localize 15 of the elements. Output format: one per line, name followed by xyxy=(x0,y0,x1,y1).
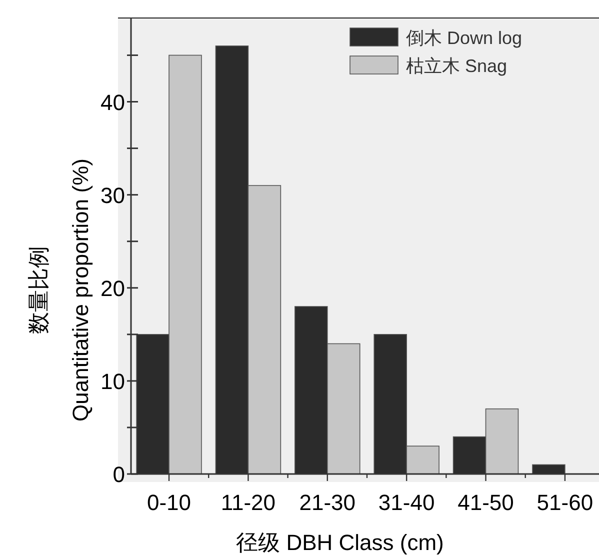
legend-label: 枯立木 Snag xyxy=(406,56,508,76)
x-tick-label: 41-50 xyxy=(458,490,514,515)
y-tick-label: 20 xyxy=(100,276,125,301)
y-tick-label: 10 xyxy=(100,368,125,394)
y-axis-title: 数量比例 Quantitative proportion (%) xyxy=(26,158,93,422)
x-tick-label: 0-10 xyxy=(146,490,192,515)
x-axis-title: 径级 DBH Class (cm) xyxy=(236,530,444,555)
x-tick-label: 11-20 xyxy=(220,490,276,515)
y-tick-label: 30 xyxy=(100,182,125,208)
x-tick-label: 51-60 xyxy=(536,490,594,515)
x-tick-label: 21-30 xyxy=(299,490,356,515)
x-tick-label: 31-40 xyxy=(378,490,435,515)
legend-label: 倒木 Down log xyxy=(406,28,522,48)
y-tick-label: 40 xyxy=(100,90,125,115)
y-tick-label: 0 xyxy=(112,462,125,487)
